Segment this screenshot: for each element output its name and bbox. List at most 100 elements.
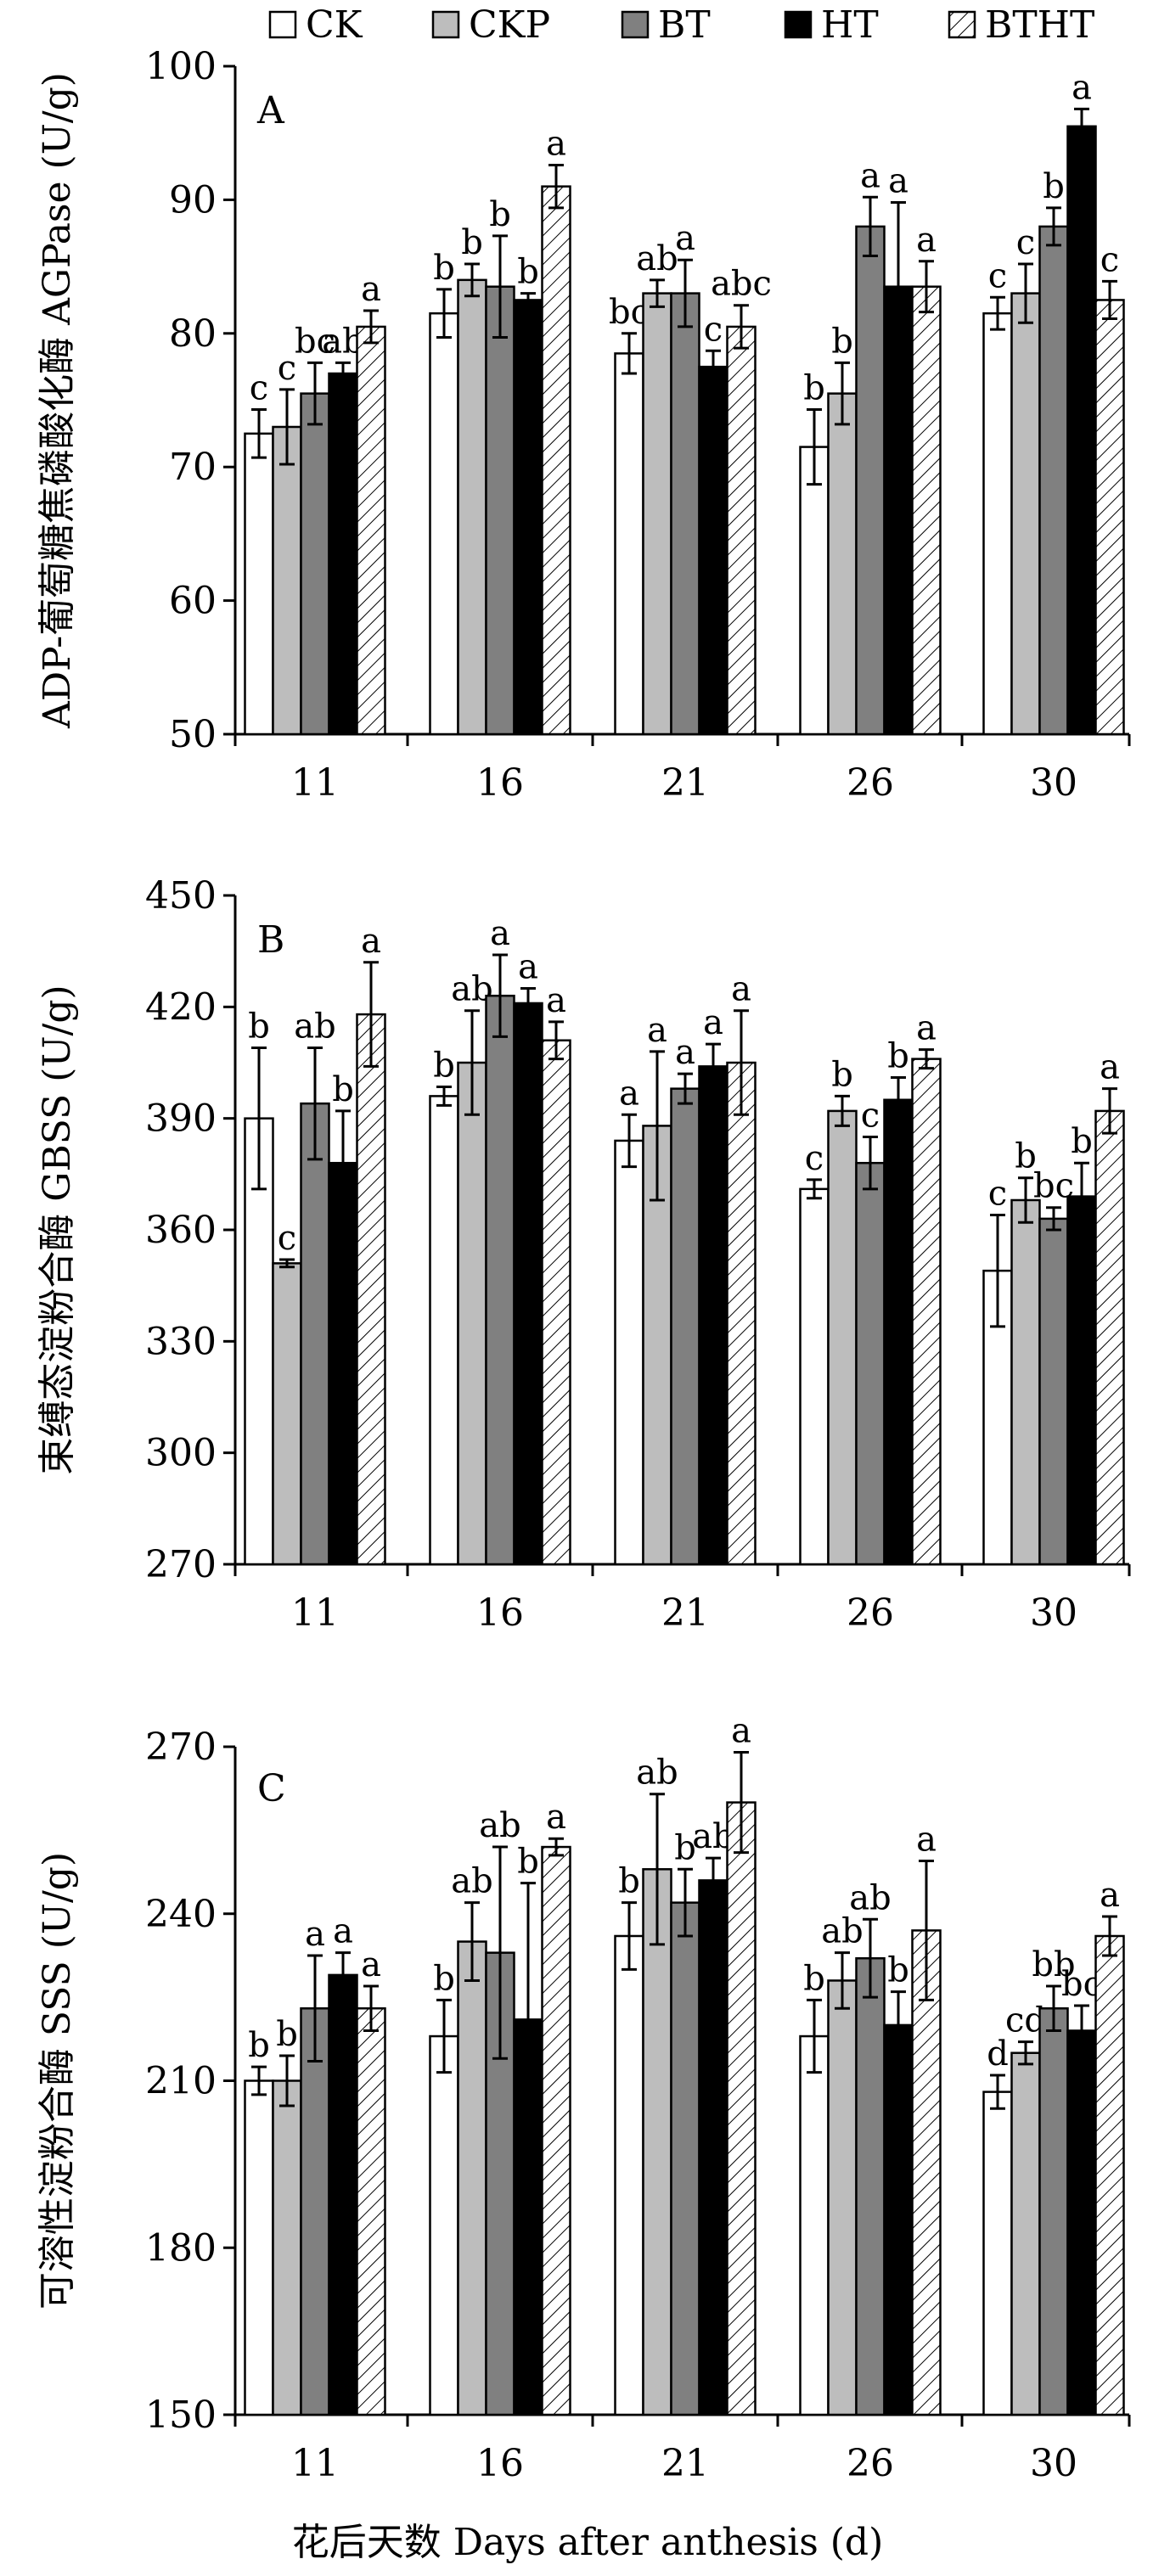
bar-ckp (1010, 2051, 1041, 2416)
significance-letter: a (675, 219, 695, 258)
bar-btht (726, 325, 757, 736)
bar-ckp (827, 1979, 858, 2416)
significance-letter: a (546, 981, 566, 1020)
bar-ht (698, 1065, 728, 1566)
x-tick-label: 26 (847, 761, 894, 805)
significance-letter: a (731, 970, 751, 1009)
legend-swatch-ck (268, 10, 297, 39)
bar-bt (485, 994, 515, 1566)
y-tick-label: 90 (169, 178, 217, 222)
bar-ckp (827, 1109, 858, 1566)
panel-letter: C (257, 1767, 286, 1810)
y-tick-label: 180 (145, 2226, 217, 2270)
significance-letter: b (1043, 167, 1065, 206)
significance-letter: a (916, 1820, 937, 1859)
significance-letter: b (831, 322, 853, 361)
y-tick-label: 150 (145, 2394, 217, 2437)
significance-letter: c (1100, 240, 1119, 279)
x-tick-label: 11 (291, 761, 339, 805)
bar-ckp (272, 425, 302, 736)
bar-bt (300, 2006, 330, 2416)
significance-letter: b (248, 2026, 270, 2065)
bar-bt (300, 1102, 330, 1566)
significance-letter: b (489, 195, 511, 234)
significance-letter: b (1015, 1137, 1037, 1176)
significance-letter: b (618, 1862, 640, 1901)
significance-letter: ab (849, 1878, 891, 1917)
bar-ck (429, 311, 459, 736)
bar-ht (328, 372, 358, 736)
legend-label-bt: BT (658, 3, 711, 47)
significance-letter: c (704, 310, 723, 349)
x-tick-label: 21 (661, 761, 709, 805)
bar-ck (614, 1139, 644, 1566)
significance-letter: a (1100, 1048, 1120, 1087)
bar-btht (1094, 299, 1125, 736)
bar-btht (911, 285, 942, 736)
significance-letter: ab (636, 239, 678, 278)
y-tick-label: 450 (145, 874, 217, 918)
significance-letter: a (647, 1011, 667, 1050)
bar-ckp (272, 2079, 302, 2416)
significance-letter: b (332, 1070, 354, 1109)
x-tick-label: 21 (661, 1591, 709, 1635)
significance-letter: c (805, 1139, 824, 1178)
legend-label-ckp: CKP (469, 3, 550, 47)
bar-btht (541, 185, 571, 736)
significance-letter: c (278, 1219, 296, 1258)
significance-letter: b (461, 223, 483, 262)
x-tick-label: 16 (476, 2442, 524, 2485)
bar-ckp (642, 1868, 672, 2416)
bar-ht (698, 365, 728, 736)
bar-ht (1066, 125, 1097, 736)
bar-ht (513, 1002, 543, 1566)
bar-ckp (457, 1061, 487, 1566)
significance-letter: b (517, 1843, 539, 1882)
significance-letter: ab (821, 1912, 863, 1951)
bar-ck (244, 2079, 274, 2416)
significance-letter: a (1072, 68, 1092, 107)
significance-letter: a (546, 124, 566, 163)
y-axis-label: 束缚态淀粉合酶 GBSS (U/g) (36, 985, 79, 1474)
bar-bt (855, 1956, 886, 2416)
panel-letter: B (257, 918, 284, 962)
y-axis-label: 可溶性淀粉合酶 SSS (U/g) (36, 1852, 79, 2309)
bar-ck (799, 446, 830, 736)
legend-swatch-bt (621, 10, 650, 39)
bar-ckp (1010, 1198, 1041, 1566)
bar-bt (300, 392, 330, 736)
bar-ck (799, 2034, 830, 2416)
y-tick-label: 80 (169, 312, 217, 356)
x-tick-label: 16 (476, 1591, 524, 1635)
y-tick-label: 390 (145, 1097, 217, 1141)
significance-letter: b (517, 253, 539, 292)
y-tick-label: 360 (145, 1209, 217, 1252)
significance-letter: a (860, 156, 880, 195)
significance-letter: a (916, 1009, 937, 1048)
bar-btht (726, 1801, 757, 2416)
x-tick-label: 11 (291, 1591, 339, 1635)
significance-letter: a (490, 914, 510, 953)
significance-letter: b (433, 249, 455, 288)
x-tick-label: 30 (1030, 2442, 1077, 2485)
significance-letter: ab (294, 1007, 335, 1046)
legend: CK CKP BT HT BTHT (268, 3, 1094, 47)
legend-label-ht: HT (821, 3, 879, 47)
bar-btht (356, 1013, 386, 1566)
bar-ht (1066, 1195, 1097, 1566)
significance-letter: a (619, 1074, 639, 1113)
bar-btht (541, 1845, 571, 2416)
bar-ht (513, 299, 543, 736)
bar-btht (911, 1929, 942, 2416)
panel-c: 150 180 210 240 270 11 16 21 26 30 C 可溶性淀粉合酶 SSS (U… (36, 1712, 1131, 2485)
bar-ck (614, 1934, 644, 2416)
significance-letter: abc (711, 265, 772, 304)
bar-btht (1094, 1934, 1125, 2416)
legend-label-ck: CK (306, 3, 363, 47)
bar-btht (541, 1039, 571, 1566)
significance-letter: d (987, 2034, 1009, 2074)
significance-letter: a (1100, 1876, 1120, 1915)
bar-ckp (642, 292, 672, 736)
bar-ht (1066, 2029, 1097, 2416)
y-tick-label: 270 (145, 1543, 217, 1586)
